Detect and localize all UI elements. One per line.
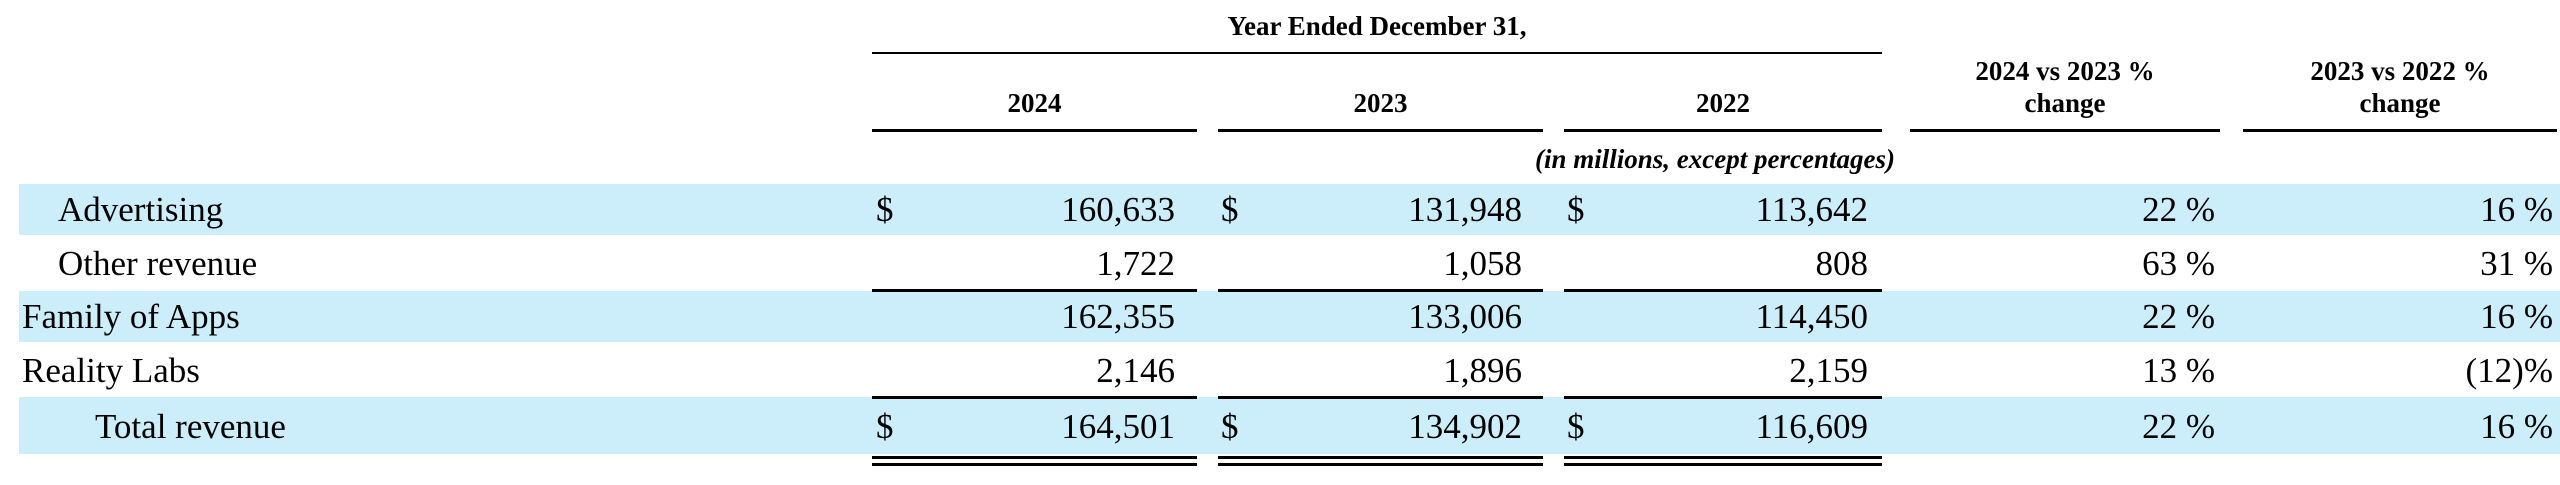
period-header: Year Ended December 31,	[1227, 11, 1527, 41]
subtotal-rule-2022	[1564, 289, 1882, 292]
change1-total-revenue: 22 %	[2142, 407, 2215, 446]
change1-reality-labs: 13 %	[2142, 351, 2215, 390]
value-2023-advertising: 131,948	[1408, 190, 1522, 229]
change-header-2024-vs-2023-line1: 2024 vs 2023 %	[1975, 56, 2155, 86]
row-bg-family-of-apps	[19, 291, 2560, 342]
total-double-rule-top-2024	[872, 456, 1197, 459]
header-rule-change2	[2243, 129, 2557, 132]
value-2022-reality-labs: 2,159	[1789, 351, 1868, 390]
year-header-2023: 2023	[1353, 88, 1408, 118]
change2-total-revenue: 16 %	[2480, 407, 2553, 446]
change2-reality-labs: (12)%	[2465, 351, 2553, 390]
value-2023-family-of-apps: 133,006	[1408, 297, 1522, 336]
total-rule-2024	[872, 396, 1197, 399]
change-header-2023-vs-2022-line2: change	[2359, 88, 2441, 118]
value-2024-family-of-apps: 162,355	[1061, 297, 1175, 336]
value-2022-family-of-apps: 114,450	[1755, 297, 1868, 336]
currency-2023-advertising: $	[1221, 190, 1239, 229]
total-double-rule-bottom-2023	[1218, 463, 1543, 466]
header-rule-2023	[1218, 129, 1543, 132]
currency-2023-total-revenue: $	[1221, 407, 1239, 446]
change2-family-of-apps: 16 %	[2480, 297, 2553, 336]
units-note: (in millions, except percentages)	[1535, 144, 1895, 174]
change1-family-of-apps: 22 %	[2142, 297, 2215, 336]
change2-advertising: 16 %	[2480, 190, 2553, 229]
value-2023-reality-labs: 1,896	[1443, 351, 1522, 390]
row-label-family-of-apps: Family of Apps	[22, 297, 240, 336]
header-rule-2022	[1564, 129, 1882, 132]
value-2024-advertising: 160,633	[1061, 190, 1175, 229]
value-2023-other-revenue: 1,058	[1443, 244, 1522, 283]
value-2023-total-revenue: 134,902	[1408, 407, 1522, 446]
value-2024-reality-labs: 2,146	[1096, 351, 1175, 390]
value-2022-total-revenue: 116,609	[1755, 407, 1868, 446]
change1-advertising: 22 %	[2142, 190, 2215, 229]
total-double-rule-bottom-2024	[872, 463, 1197, 466]
change-header-2024-vs-2023: 2024 vs 2023 % change	[1910, 55, 2220, 119]
row-bg-advertising	[19, 184, 2560, 235]
row-label-reality-labs: Reality Labs	[22, 351, 200, 390]
value-2022-advertising: 113,642	[1755, 190, 1868, 229]
row-label-total-revenue: Total revenue	[95, 407, 286, 446]
currency-2022-total-revenue: $	[1567, 407, 1585, 446]
subtotal-rule-2023	[1218, 289, 1543, 292]
currency-2022-advertising: $	[1567, 190, 1585, 229]
value-2022-other-revenue: 808	[1815, 244, 1869, 283]
row-bg-total-revenue	[19, 397, 2560, 454]
change2-other-revenue: 31 %	[2480, 244, 2553, 283]
change1-other-revenue: 63 %	[2142, 244, 2215, 283]
currency-2024-total-revenue: $	[876, 407, 894, 446]
currency-2024-advertising: $	[876, 190, 894, 229]
subtotal-rule-2024	[872, 289, 1197, 292]
period-header-rule	[872, 52, 1882, 54]
total-rule-2022	[1564, 396, 1882, 399]
header-rule-change1	[1910, 129, 2220, 132]
change-header-2023-vs-2022-line1: 2023 vs 2022 %	[2310, 56, 2490, 86]
change-header-2024-vs-2023-line2: change	[2024, 88, 2106, 118]
row-label-advertising: Advertising	[58, 190, 224, 229]
value-2024-other-revenue: 1,722	[1096, 244, 1175, 283]
year-header-2022: 2022	[1696, 88, 1750, 118]
total-double-rule-top-2023	[1218, 456, 1543, 459]
total-double-rule-top-2022	[1564, 456, 1882, 459]
row-label-other-revenue: Other revenue	[58, 244, 258, 283]
year-header-2024: 2024	[1007, 88, 1062, 118]
value-2024-total-revenue: 164,501	[1061, 407, 1175, 446]
change-header-2023-vs-2022: 2023 vs 2022 % change	[2243, 55, 2557, 119]
total-double-rule-bottom-2022	[1564, 463, 1882, 466]
header-rule-2024	[872, 129, 1197, 132]
total-rule-2023	[1218, 396, 1543, 399]
